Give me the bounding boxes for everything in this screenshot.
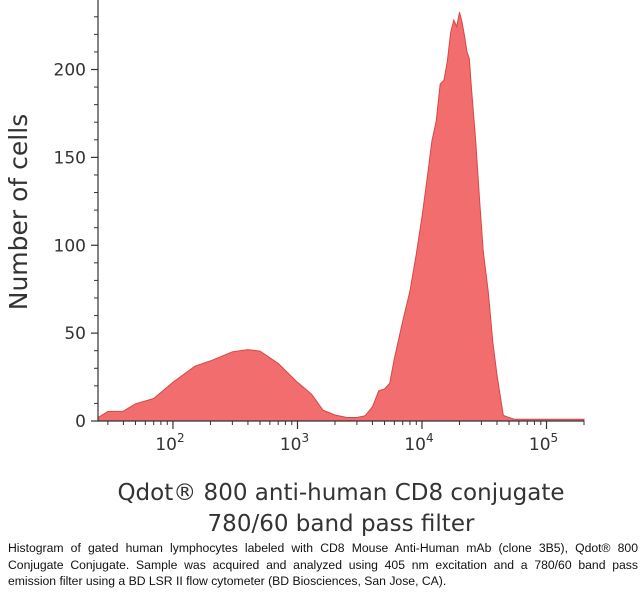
y-axis: 0 50 100 150 200 [54,0,99,432]
y-tick-label: 0 [75,412,86,432]
x-axis-title-line2: 780/60 band pass filter [208,511,475,537]
figure-caption: Histogram of gated human lymphocytes lab… [8,541,638,588]
y-tick-label: 100 [54,236,86,256]
y-axis-title: Number of cells [4,114,33,310]
y-tick-label: 50 [64,324,86,344]
x-tick-label: 105 [529,431,558,455]
histogram-chart: 0 50 100 150 200 102 103 104 105 Number of cell… [4,0,585,537]
plot-area [97,12,585,422]
x-axis: 102 103 104 105 [98,420,585,455]
y-tick-label: 200 [54,61,86,81]
y-tick-label: 150 [54,148,86,168]
x-tick-label: 104 [404,431,433,455]
histogram-series-0 [97,12,585,422]
x-tick-label: 103 [280,431,309,455]
x-tick-label: 102 [155,431,184,455]
x-axis-title: Qdot® 800 anti-human CD8 conjugate [117,480,564,506]
